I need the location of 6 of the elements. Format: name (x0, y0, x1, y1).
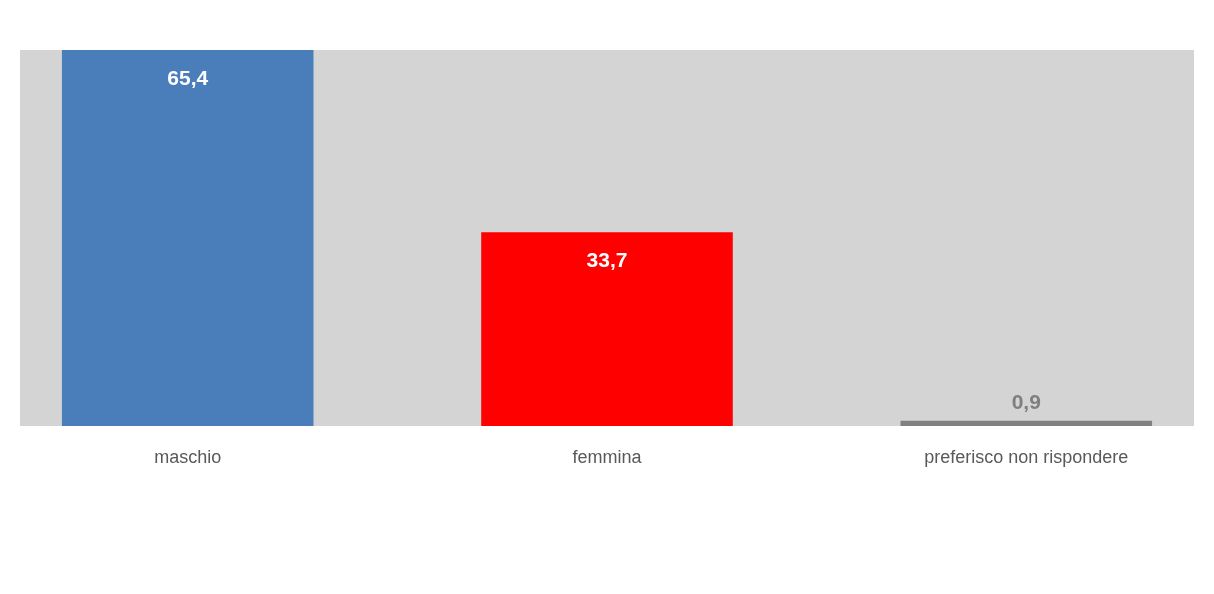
x-tick-label: femmina (572, 447, 643, 467)
data-label: 65,4 (167, 66, 209, 89)
data-label: 0,9 (1011, 389, 1041, 413)
x-tick-label: maschio (154, 447, 222, 467)
x-tick-label: preferisco non rispondere (924, 447, 1129, 467)
data-label: 33,7 (586, 248, 628, 272)
